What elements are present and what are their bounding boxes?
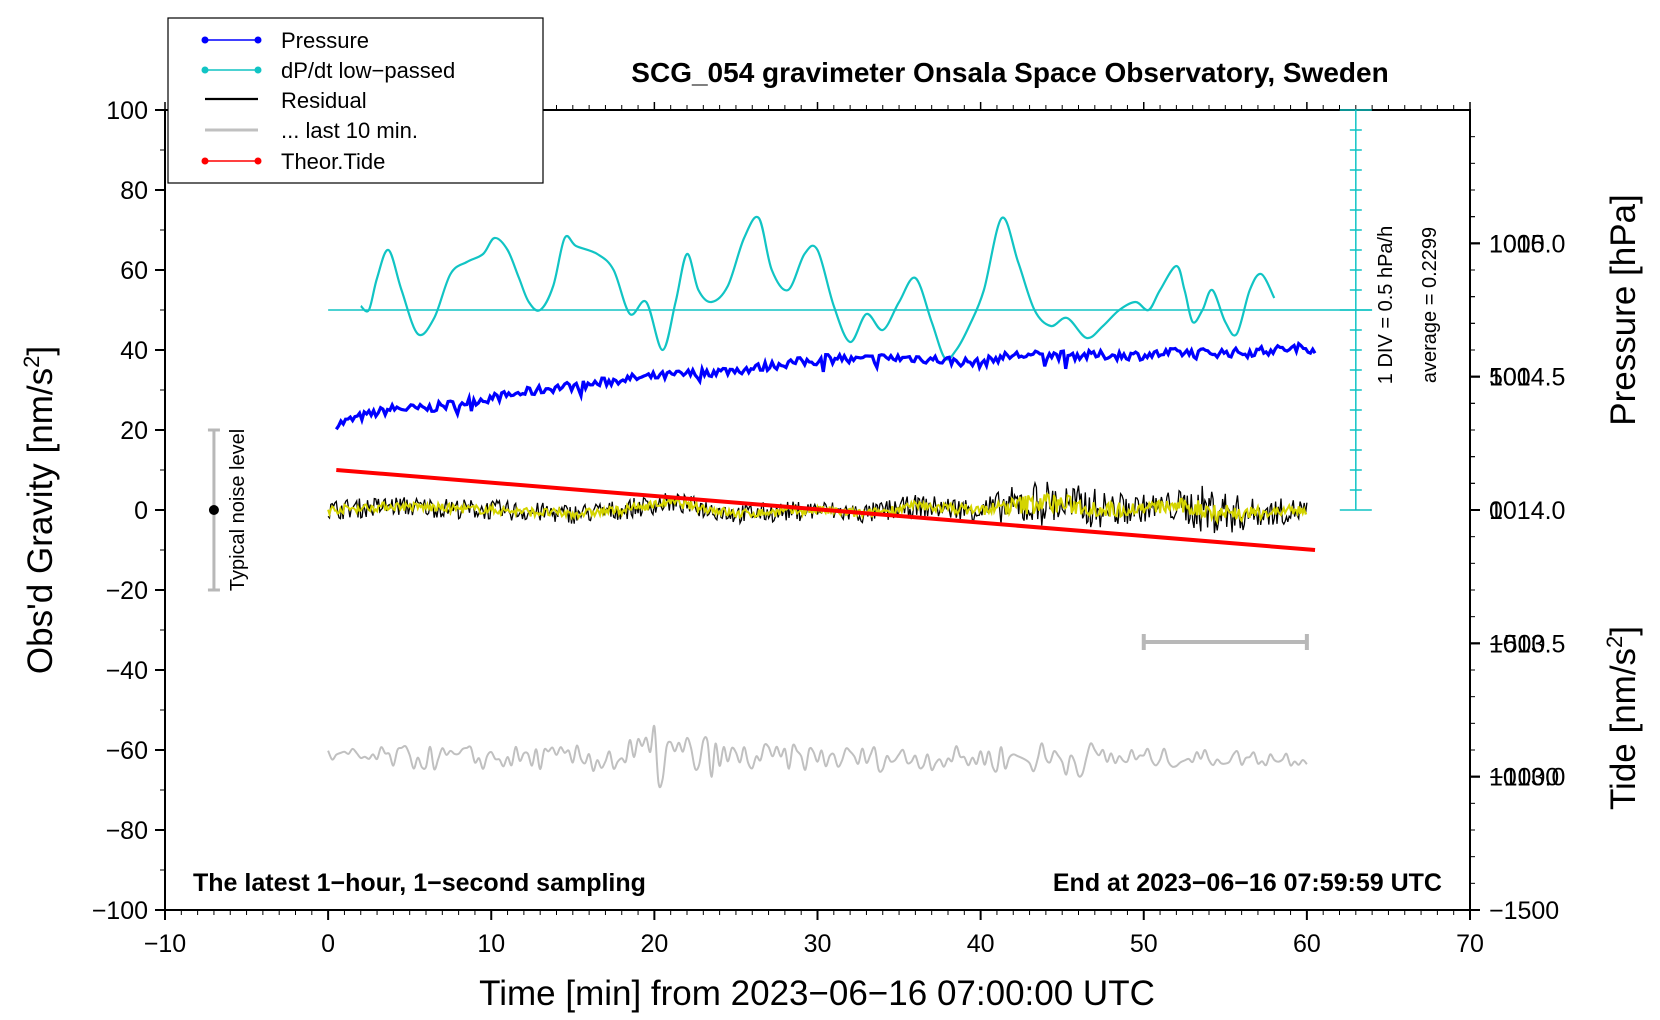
tide-tick-label: −1000 <box>1489 764 1559 792</box>
tide-tick-label: 500 <box>1489 364 1531 392</box>
y-tick-label: −20 <box>106 577 148 605</box>
series-residual-line <box>327 480 1308 534</box>
legend-dot-tide-b <box>254 157 262 165</box>
legend-label-pressure: Pressure <box>281 28 369 53</box>
legend-dot-pressure-b <box>254 36 262 44</box>
y-axis-tide-title: Tide [nm/s2] <box>1602 626 1643 810</box>
legend-label-tide: Theor.Tide <box>281 149 385 174</box>
y-axis-tide-title-close: ] <box>1604 626 1643 636</box>
series-theor-tide-line <box>336 468 1316 552</box>
y-axis-tide-title-text: Tide [nm/s <box>1604 648 1643 810</box>
legend: Pressure dP/dt low−passed Residual ... l… <box>167 17 544 184</box>
tide-tick-label: −1500 <box>1489 897 1559 925</box>
series-last-10-min-line <box>327 724 1308 789</box>
ten-minute-bar <box>1141 634 1309 650</box>
typical-noise-bar <box>207 428 220 592</box>
average-label: average = 0.2299 <box>1419 227 1441 383</box>
pressure-tick-label: 1013.0 <box>1489 764 1565 792</box>
x-axis-title: Time [min] from 2023−06−16 07:00:00 UTC <box>479 974 1155 1013</box>
x-tick-label: −10 <box>144 930 186 958</box>
end-time-note: End at 2023−06−16 07:59:59 UTC <box>1053 869 1442 897</box>
y-axis-left-title-sup: 2 <box>19 356 44 368</box>
y-tick-label: 100 <box>106 97 148 125</box>
y-axis-left-title-close: ] <box>21 346 60 356</box>
legend-dot-tide-a <box>201 157 209 165</box>
legend-item-tide: Theor.Tide <box>201 149 385 174</box>
series-dpdt-line <box>360 215 1276 361</box>
legend-item-residual: Residual <box>205 88 367 113</box>
x-tick-label: 0 <box>321 930 335 958</box>
pressure-tick-label: 1014.5 <box>1489 364 1565 392</box>
y-tick-label: 20 <box>120 417 148 445</box>
chart-title: SCG_054 gravimeter Onsala Space Observat… <box>631 57 1388 88</box>
noise-label: Typical noise level <box>227 429 249 591</box>
legend-item-last10: ... last 10 min. <box>205 118 418 143</box>
noise-bar-center-dot <box>208 505 219 515</box>
legend-label-dpdt: dP/dt low−passed <box>281 58 455 83</box>
tide-tick-label: 1000 <box>1489 230 1545 258</box>
x-tick-label: 50 <box>1130 930 1158 958</box>
legend-dot-pressure-a <box>201 36 209 44</box>
tide-tick-label: −500 <box>1489 630 1545 658</box>
pressure-tick-label: 1013.5 <box>1489 630 1565 658</box>
legend-label-residual: Residual <box>281 88 367 113</box>
latest-hour-note: The latest 1−hour, 1−second sampling <box>193 869 646 897</box>
x-tick-label: 30 <box>804 930 832 958</box>
y-axis-left-title-text: Obs'd Gravity [nm/s <box>21 368 60 674</box>
pressure-tick-label: 1015.0 <box>1489 230 1565 258</box>
y-tick-label: 60 <box>120 257 148 285</box>
x-tick-label: 20 <box>640 930 668 958</box>
x-axis-ticks: −10 0 10 20 30 40 50 60 70 <box>144 102 1484 958</box>
series-residual-smoothed-line <box>327 492 1308 525</box>
y-tick-label: 0 <box>134 497 148 525</box>
x-tick-label: 10 <box>477 930 505 958</box>
pressure-axis-ticks: 1015.0 1014.5 1014.0 1013.5 1013.0 <box>1470 136 1565 792</box>
x-tick-label: 40 <box>967 930 995 958</box>
y-tick-label: −80 <box>106 817 148 845</box>
y-tick-label: 40 <box>120 337 148 365</box>
y-axis-left-title: Obs'd Gravity [nm/s2] <box>19 346 60 674</box>
tide-tick-label: 0 <box>1489 497 1503 525</box>
legend-item-pressure: Pressure <box>201 28 369 53</box>
legend-dot-dpdt-b <box>254 66 262 74</box>
div-label: 1 DIV = 0.5 hPa/h <box>1375 226 1397 384</box>
y-tick-label: −100 <box>92 897 148 925</box>
y-tick-label: −40 <box>106 657 148 685</box>
legend-dot-dpdt-a <box>201 66 209 74</box>
y-tick-label: −60 <box>106 737 148 765</box>
legend-box <box>167 17 544 184</box>
y-tick-label: 80 <box>120 177 148 205</box>
y-axis-pressure-title: Pressure [hPa] <box>1604 194 1643 426</box>
x-tick-label: 60 <box>1293 930 1321 958</box>
x-tick-label: 70 <box>1456 930 1484 958</box>
y-axis-left-ticks: 100 80 60 40 20 0 −20 −40 −60 −80 −100 <box>92 97 165 925</box>
series-pressure-line <box>334 340 1317 431</box>
legend-item-dpdt: dP/dt low−passed <box>201 58 455 83</box>
legend-label-last10: ... last 10 min. <box>281 118 418 143</box>
y-axis-tide-title-sup: 2 <box>1602 636 1627 648</box>
tide-axis-ticks: 1000 500 0 −500 −1000 −1500 <box>1470 216 1559 925</box>
pressure-tick-label: 1014.0 <box>1489 497 1565 525</box>
